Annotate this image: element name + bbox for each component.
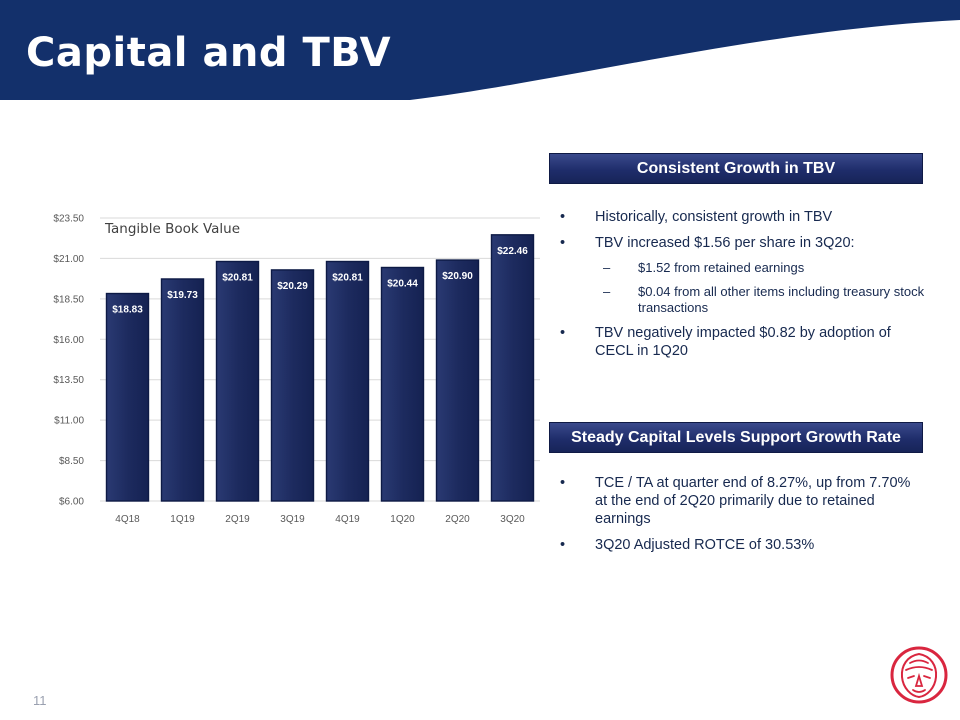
capital-bullet-0: • TCE / TA at quarter end of 8.27%, up fr…	[560, 474, 925, 528]
y-tick-label: $11.00	[54, 416, 84, 427]
bar-value-label: $18.83	[112, 305, 143, 316]
growth-bullet-list: • Historically, consistent growth in TBV •…	[560, 208, 925, 368]
header-banner: Capital and TBV	[0, 0, 960, 100]
bar-value-label: $20.81	[222, 273, 253, 284]
bar-4Q19	[325, 260, 370, 502]
bar-2Q19	[215, 260, 260, 502]
y-tick-label: $23.50	[53, 214, 84, 225]
bar-value-label: $19.73	[167, 290, 198, 301]
bar-3Q20	[490, 234, 535, 502]
bar-value-label: $20.90	[442, 271, 473, 282]
bullet-text: 3Q20 Adjusted ROTCE of 30.53%	[595, 537, 815, 553]
bar-value-label: $20.81	[332, 273, 363, 284]
y-tick-label: $18.50	[53, 294, 84, 305]
section-heading-growth: Consistent Growth in TBV	[549, 153, 923, 184]
sub-bullet-marker: –	[603, 260, 611, 275]
section-heading-capital: Steady Capital Levels Support Growth Rat…	[549, 422, 923, 453]
bullet-marker: •	[560, 209, 566, 225]
bullet-text: TBV negatively impacted $0.82 by adoptio…	[595, 325, 891, 359]
x-tick-label: 4Q18	[115, 514, 140, 525]
bullet-marker: •	[560, 325, 566, 341]
capital-bullet-1: • 3Q20 Adjusted ROTCE of 30.53%	[560, 536, 925, 554]
x-tick-label: 4Q19	[335, 514, 360, 525]
x-tick-label: 2Q19	[225, 514, 250, 525]
bar-3Q19	[270, 269, 315, 502]
bullet-text: Historically, consistent growth in TBV	[595, 209, 833, 225]
growth-sub-bullet-1-0: – $1.52 from retained earnings	[560, 260, 925, 276]
bullet-text: TCE / TA at quarter end of 8.27%, up fro…	[595, 475, 911, 527]
x-tick-label: 3Q19	[280, 514, 305, 525]
tbv-bar-chart: $6.00 $8.50 $11.00 $13.50 $16.00 $18.50 $21.00…	[53, 214, 540, 525]
slide-title: Capital and TBV	[26, 30, 392, 76]
bullet-marker: •	[560, 475, 566, 491]
bar-value-label: $20.44	[387, 278, 418, 289]
chart-title: Tangible Book Value	[104, 221, 240, 237]
bar-4Q18	[105, 292, 150, 502]
x-tick-label: 2Q20	[445, 514, 470, 525]
bar-value-label: $20.29	[277, 281, 308, 292]
y-tick-label: $21.00	[53, 254, 84, 265]
y-tick-label: $6.00	[59, 497, 84, 508]
bar-1Q20	[380, 266, 425, 502]
x-tick-label: 3Q20	[500, 514, 525, 525]
y-tick-label: $16.00	[53, 335, 84, 346]
sub-bullet-marker: –	[603, 284, 611, 299]
page-number: 11	[33, 693, 47, 708]
growth-bullet-0: • Historically, consistent growth in TBV	[560, 208, 925, 226]
bar-value-label: $22.46	[497, 246, 528, 257]
growth-bullet-2: • TBV negatively impacted $0.82 by adopti…	[560, 324, 925, 360]
bar-1Q19	[160, 278, 205, 502]
bar-2Q20	[435, 259, 480, 502]
growth-bullet-1: • TBV increased $1.56 per share in 3Q20:	[560, 234, 925, 252]
bullet-marker: •	[560, 235, 566, 251]
sub-bullet-text: $0.04 from all other items including tre…	[638, 284, 925, 315]
y-tick-label: $8.50	[59, 456, 84, 467]
x-tick-label: 1Q20	[390, 514, 415, 525]
growth-sub-bullet-1-1: – $0.04 from all other items including tr…	[560, 284, 925, 316]
y-tick-label: $13.50	[53, 375, 84, 386]
x-tick-label: 1Q19	[170, 514, 195, 525]
capital-bullet-list: • TCE / TA at quarter end of 8.27%, up fr…	[560, 474, 925, 562]
bullet-text: TBV increased $1.56 per share in 3Q20:	[595, 235, 855, 251]
header-background	[0, 0, 960, 100]
lion-logo-icon	[890, 646, 948, 704]
bullet-marker: •	[560, 537, 566, 553]
sub-bullet-text: $1.52 from retained earnings	[638, 260, 805, 275]
